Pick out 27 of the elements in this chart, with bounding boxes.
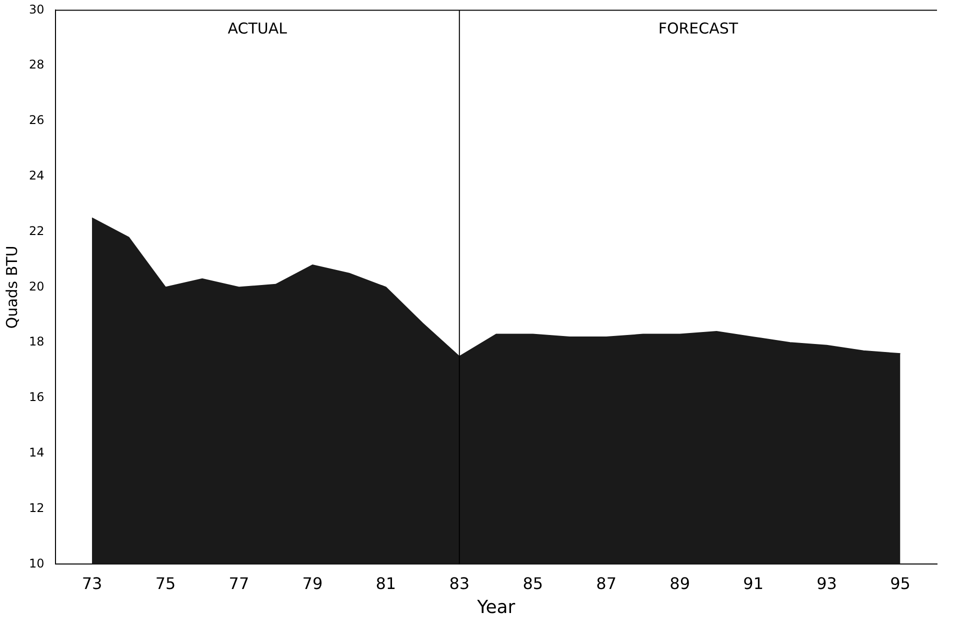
y-tick-label: 12 <box>28 500 44 515</box>
y-axis-title: Quads BTU <box>2 246 21 329</box>
x-tick-label: 85 <box>522 574 544 593</box>
annotation: ACTUAL <box>228 20 288 38</box>
x-tick-label: 73 <box>82 574 102 593</box>
y-tick-label: 10 <box>28 556 44 570</box>
x-tick-label: 87 <box>596 574 617 593</box>
y-tick-label: 24 <box>28 168 44 183</box>
x-tick-label: 89 <box>670 574 690 593</box>
y-tick-label: 20 <box>28 279 44 294</box>
y-tick-label: 26 <box>28 113 44 128</box>
y-tick-label: 16 <box>28 390 44 404</box>
x-tick-label: 93 <box>816 574 837 593</box>
x-tick-label: 83 <box>449 574 470 593</box>
x-axis-title: Year <box>476 596 516 618</box>
x-tick-label: 95 <box>890 574 910 593</box>
annotation: FORECAST <box>658 20 739 38</box>
y-tick-label: 22 <box>28 224 44 238</box>
x-tick-label: 77 <box>228 574 250 593</box>
y-tick-label: 18 <box>28 334 44 349</box>
x-tick-label: 81 <box>376 574 396 593</box>
y-tick-label: 30 <box>28 2 44 16</box>
x-tick-label: 75 <box>155 574 176 593</box>
x-tick-label: 79 <box>302 574 323 593</box>
y-tick-label: 14 <box>28 446 44 460</box>
y-tick-label: 28 <box>28 58 44 72</box>
x-tick-label: 91 <box>743 574 764 593</box>
